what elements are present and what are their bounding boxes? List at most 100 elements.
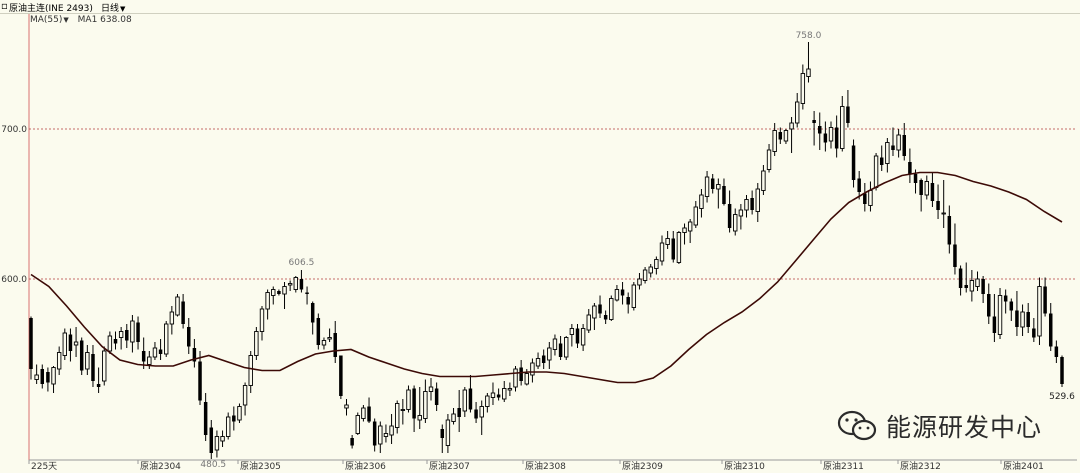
candle [485,393,490,413]
candle-body-up [513,368,518,388]
candle-body-up [102,350,107,382]
candle [305,286,309,305]
candle-body-up [56,352,62,370]
candle-body-down [434,388,439,405]
candle-body-up [772,130,777,152]
candle-body-up [704,176,710,197]
candle [626,292,630,314]
period-selector[interactable]: 日线▼ [101,1,125,14]
candle-body-down [468,388,473,410]
candle-body-up [766,149,772,170]
candle-body-up [547,347,552,361]
candle-body-up [34,374,39,380]
candle [598,295,602,318]
candle [863,183,867,212]
candle-body-down [1015,310,1019,327]
candle-body-down [1048,313,1053,347]
candle [96,367,101,393]
candle-body-down [710,178,715,189]
candle-body-down [158,349,163,354]
candle [716,178,721,209]
candle-body-down [113,339,118,344]
candle-body-up [580,328,586,346]
candle [198,351,202,405]
candle [800,64,806,110]
candle [580,324,586,351]
candle [1032,318,1036,342]
candle [287,280,293,291]
candle-body-up [687,221,693,232]
candle [102,346,107,386]
candle [659,235,665,266]
candle [620,282,625,305]
candle-body-up [479,406,484,418]
candle-body-down [519,367,523,381]
candle-body-up [287,283,293,286]
candle-body-up [73,341,79,346]
candle [203,393,208,441]
candle [592,303,597,330]
candle [761,165,766,195]
candle-body-down [125,330,129,341]
candle [68,328,73,362]
candle-body-up [648,266,653,274]
y-tick-label: 700.0 [1,125,27,135]
candle [586,309,591,333]
candle-body-down [209,427,214,453]
candle-body-down [879,157,884,165]
candle [992,294,997,342]
candle [265,289,270,320]
candle [981,276,985,303]
candle-body-up [800,73,806,104]
candle [693,201,698,228]
candle [248,351,253,393]
candle [513,366,518,392]
candle-body-up [1020,311,1025,328]
candle-body-down [305,292,309,294]
candle-body-up [344,404,349,409]
candle-body-up [873,155,879,188]
candle-body-down [603,315,608,320]
candle-body-down [181,301,185,324]
candle [232,406,236,431]
indicator-selector[interactable]: MA(55)▼ [30,15,69,25]
wechat-icon [837,410,877,441]
candle-body-down [79,340,84,371]
candle [412,385,416,432]
candle [316,313,321,350]
candle [609,295,614,321]
candle [271,286,276,305]
candle [259,306,265,341]
x-tick-label: 原油2304 [140,460,181,472]
candle-body-down [136,322,140,342]
candle-body-down [40,369,45,384]
candle-body-up [716,184,721,190]
candle-body-down [457,408,461,417]
x-tick-label: 原油2401 [1003,460,1044,472]
candle-body-down [1054,346,1059,357]
candle [29,316,33,380]
x-tick-label: 225天 [31,462,57,472]
candle-body-up [237,406,242,421]
candle-body-down [203,402,208,435]
candle [953,223,957,275]
candle [1015,291,1019,336]
candle-body-down [1060,357,1064,384]
candle-body-down [350,438,354,446]
candle [46,367,50,392]
candle [339,355,343,399]
candle [350,435,354,449]
square-icon: ▫ [1,1,8,12]
candle [846,90,850,128]
candle-body-down [902,135,906,156]
candle [457,390,461,432]
candle-body-up [1037,286,1042,337]
candle-body-up [220,436,225,442]
candle [187,318,191,354]
candle [733,208,738,236]
candle-body-up [175,296,180,316]
candle-body-up [744,199,749,211]
x-tick-label: 原油2311 [823,460,864,472]
candle-body-up [417,415,422,421]
